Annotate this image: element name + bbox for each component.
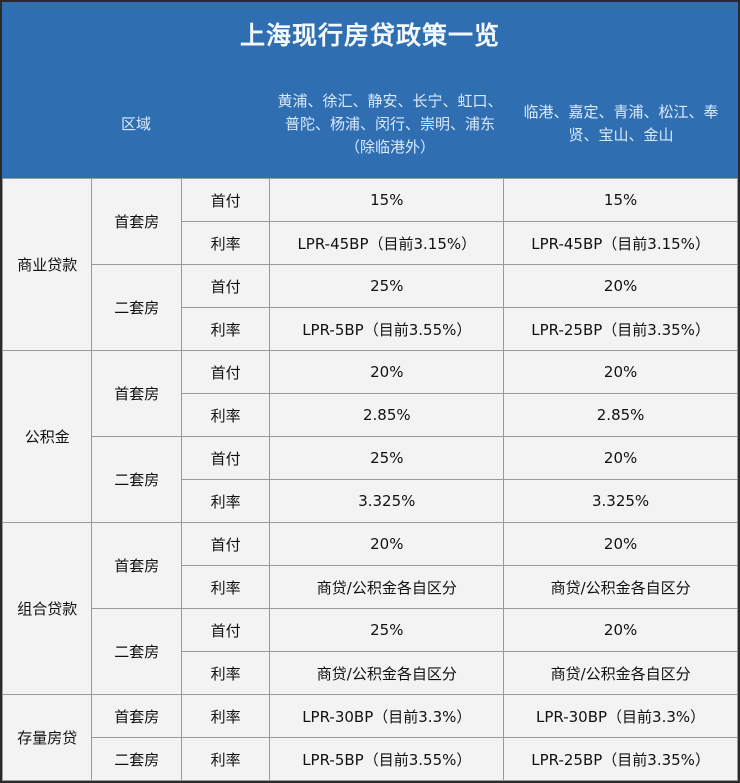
table-row: 二套房 首付 25% 20% [3, 608, 738, 695]
house-type-cell: 首套房 [91, 350, 182, 437]
loan-type-cell: 存量房贷 [1, 694, 93, 781]
value-col-2-cell: 20% [503, 522, 738, 566]
item-cell: 首付 [180, 436, 271, 480]
house-type-cell: 二套房 [91, 608, 182, 695]
table-row: 二套房 利率 LPR-5BP（目前3.55%） LPR-25BP（目前3.35%） [3, 737, 738, 781]
value-col-1-cell: 3.325% [269, 479, 505, 523]
item-cell: 首付 [180, 264, 271, 308]
page-title: 上海现行房贷政策一览 [239, 21, 500, 50]
house-type-cell: 首套房 [91, 694, 182, 738]
policy-table: 商业贷款 首套房 首付 15% 15% 利率 LPR-45BP（目前3.15%） LPR-45… [1, 178, 738, 781]
value-col-1-cell: 商贷/公积金各自区分 [269, 651, 505, 695]
table-row: 利率 LPR-45BP（目前3.15%） LPR-45BP（目前3.15%） [3, 221, 738, 265]
item-cell: 利率 [180, 221, 271, 265]
item-cell: 首付 [180, 178, 271, 222]
item-cell: 利率 [180, 393, 271, 437]
value-col-2-cell: 20% [503, 350, 738, 394]
value-col-1-cell: LPR-30BP（目前3.3%） [269, 694, 505, 738]
item-cell: 首付 [180, 350, 271, 394]
house-type-cell: 二套房 [91, 737, 182, 781]
table-row: 利率 3.325% 3.325% [3, 479, 738, 523]
value-col-2-cell: LPR-45BP（目前3.15%） [503, 221, 738, 265]
value-col-1-cell: 2.85% [269, 393, 505, 437]
house-type-cell: 首套房 [91, 522, 182, 609]
value-col-1-cell: LPR-5BP（目前3.55%） [269, 307, 505, 351]
value-col-2-cell: LPR-25BP（目前3.35%） [503, 737, 738, 781]
value-col-2-cell: 20% [503, 608, 738, 652]
value-col-1-cell: LPR-5BP（目前3.55%） [269, 737, 505, 781]
item-cell: 首付 [180, 608, 271, 652]
value-col-2-cell: 2.85% [503, 393, 738, 437]
table-row: 利率 LPR-5BP（目前3.55%） LPR-25BP（目前3.35%） [3, 307, 738, 351]
header-col-2: 临港、嘉定、青浦、松江、奉贤、宝山、金山 [523, 103, 719, 144]
table-row: 利率 商贷/公积金各自区分 商贷/公积金各自区分 [3, 565, 738, 609]
table-header: 上海现行房贷政策一览 区域 黄浦、徐汇、静安、长宁、虹口、普陀、杨浦、闵行、崇明… [2, 2, 738, 178]
item-cell: 利率 [180, 737, 271, 781]
table-row: 二套房 首付 25% 20% [3, 436, 738, 523]
table-row: 商业贷款 首套房 首付 15% 15% [1, 178, 738, 351]
item-cell: 利率 [180, 565, 271, 609]
loan-type-cell: 公积金 [1, 350, 93, 523]
value-col-2-cell: 20% [503, 436, 738, 480]
table-row: 二套房 首付 25% 20% [3, 264, 738, 351]
value-col-2-cell: 15% [503, 178, 738, 222]
value-col-1-cell: 20% [269, 522, 505, 566]
value-col-2-cell: 商贷/公积金各自区分 [503, 651, 738, 695]
value-col-2-cell: LPR-25BP（目前3.35%） [503, 307, 738, 351]
value-col-2-cell: LPR-30BP（目前3.3%） [503, 694, 738, 738]
item-cell: 利率 [180, 651, 271, 695]
value-col-2-cell: 商贷/公积金各自区分 [503, 565, 738, 609]
loan-type-cell: 组合贷款 [1, 522, 93, 695]
value-col-1-cell: 商贷/公积金各自区分 [269, 565, 505, 609]
house-type-cell: 二套房 [91, 436, 182, 523]
header-region: 区域 [120, 114, 151, 133]
header-col-1: 黄浦、徐汇、静安、长宁、虹口、普陀、杨浦、闵行、崇明、浦东（除临港外） [277, 91, 503, 156]
value-col-1-cell: 20% [269, 350, 505, 394]
loan-type-cell: 商业贷款 [1, 178, 93, 351]
value-col-2-cell: 20% [503, 264, 738, 308]
table-row: 利率 2.85% 2.85% [3, 393, 738, 437]
table-row: 公积金 首套房 首付 20% 20% [1, 350, 738, 523]
item-cell: 利率 [180, 694, 271, 738]
value-col-2-cell: 3.325% [503, 479, 738, 523]
value-col-1-cell: 15% [269, 178, 505, 222]
value-col-1-cell: LPR-45BP（目前3.15%） [269, 221, 505, 265]
table-row: 存量房贷 首套房 利率 LPR-30BP（目前3.3%） LPR-30BP（目前3.3%… [1, 694, 738, 781]
value-col-1-cell: 25% [269, 264, 505, 308]
value-col-1-cell: 25% [269, 436, 505, 480]
table-row: 组合贷款 首套房 首付 20% 20% [1, 522, 738, 695]
house-type-cell: 首套房 [91, 178, 182, 265]
item-cell: 利率 [180, 479, 271, 523]
house-type-cell: 二套房 [91, 264, 182, 351]
value-col-1-cell: 25% [269, 608, 505, 652]
item-cell: 利率 [180, 307, 271, 351]
item-cell: 首付 [180, 522, 271, 566]
